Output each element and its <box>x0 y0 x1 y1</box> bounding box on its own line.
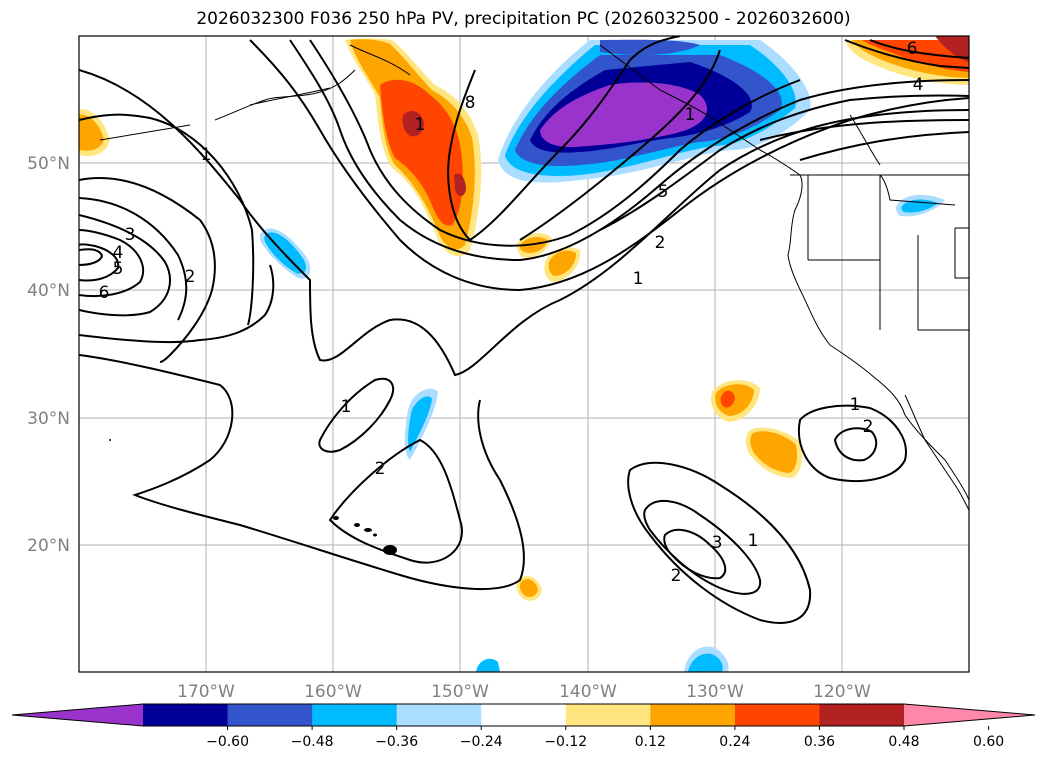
colorbar-segment <box>734 704 820 726</box>
lon-label-170w: 170°W <box>177 682 235 702</box>
colorbar-tick-label: 0.24 <box>719 734 750 750</box>
colorbar-tick-label: 0.60 <box>973 734 1004 750</box>
contour-label: 6 <box>907 39 918 59</box>
longitude-labels: 170°W 160°W 150°W 140°W 130°W 120°W <box>177 682 871 702</box>
lon-label-150w: 150°W <box>431 682 489 702</box>
lon-label-120w: 120°W <box>813 682 871 702</box>
colorbar-segment <box>143 704 229 726</box>
pv-contours <box>79 36 969 624</box>
contour-label: 2 <box>185 267 196 287</box>
contour-label: 2 <box>863 417 874 437</box>
lon-label-140w: 140°W <box>559 682 617 702</box>
contour-label: 1 <box>748 531 759 551</box>
colorbar-extend-low <box>12 704 143 726</box>
colorbar-segment <box>819 704 905 726</box>
colorbar-segment <box>650 704 736 726</box>
lat-label-40n: 40°N <box>27 281 70 301</box>
contour-label: 1 <box>341 397 352 417</box>
contour-label: 4 <box>113 243 124 263</box>
contour-label: 2 <box>375 459 386 479</box>
colorbar-segment <box>396 704 482 726</box>
colorbar-outline <box>11 703 1036 727</box>
colorbar-tick-label: 0.48 <box>888 734 919 750</box>
colorbar-segment <box>565 704 651 726</box>
colorbar-tick-label: −0.36 <box>375 734 418 750</box>
map-title: 2026032300 F036 250 hPa PV, precipitatio… <box>196 9 851 29</box>
map-frame <box>78 35 970 673</box>
colorbar-tick-label: −0.12 <box>544 734 587 750</box>
contour-label: 5 <box>113 259 124 279</box>
lat-label-50n: 50°N <box>27 154 70 174</box>
contour-label: 6 <box>99 283 110 303</box>
lat-label-20n: 20°N <box>27 536 70 556</box>
hawaii-islands <box>109 439 397 555</box>
colorbar-tick-label: −0.48 <box>291 734 334 750</box>
contour-labels: 1 1 2 3 4 5 6 8 1 2 5 1 1 2 1 2 1 3 2 6 … <box>99 39 924 586</box>
lon-label-160w: 160°W <box>304 682 362 702</box>
contour-label: 5 <box>658 182 669 202</box>
contour-label: 1 <box>633 269 644 289</box>
contour-label: 8 <box>465 93 476 113</box>
negative-precip-shading <box>259 39 945 672</box>
contour-label: 3 <box>125 225 136 245</box>
colorbar: −0.60 −0.48 −0.36 −0.24 −0.12 0.12 0.24 0.36 0.4… <box>11 703 1036 750</box>
contour-label: 1 <box>685 105 696 125</box>
contour-label: 2 <box>671 566 682 586</box>
coastlines <box>99 44 969 511</box>
colorbar-segment <box>312 704 398 726</box>
latitude-labels: 20°N 30°N 40°N 50°N <box>27 154 70 556</box>
contour-label: 1 <box>415 115 426 135</box>
lon-label-130w: 130°W <box>686 682 744 702</box>
lat-label-30n: 30°N <box>27 409 70 429</box>
colorbar-tick-label: −0.24 <box>460 734 503 750</box>
colorbar-tick-label: 0.12 <box>635 734 666 750</box>
contour-label: 2 <box>655 233 666 253</box>
contour-label: 3 <box>712 533 723 553</box>
colorbar-segment <box>481 704 567 726</box>
colorbar-segment <box>227 704 313 726</box>
contour-label: 1 <box>201 145 212 165</box>
contour-label: 1 <box>850 395 861 415</box>
colorbar-extend-high <box>904 704 1035 726</box>
colorbar-tick-label: 0.36 <box>804 734 835 750</box>
contour-label: 4 <box>913 75 924 95</box>
colorbar-tick-label: −0.60 <box>206 734 249 750</box>
